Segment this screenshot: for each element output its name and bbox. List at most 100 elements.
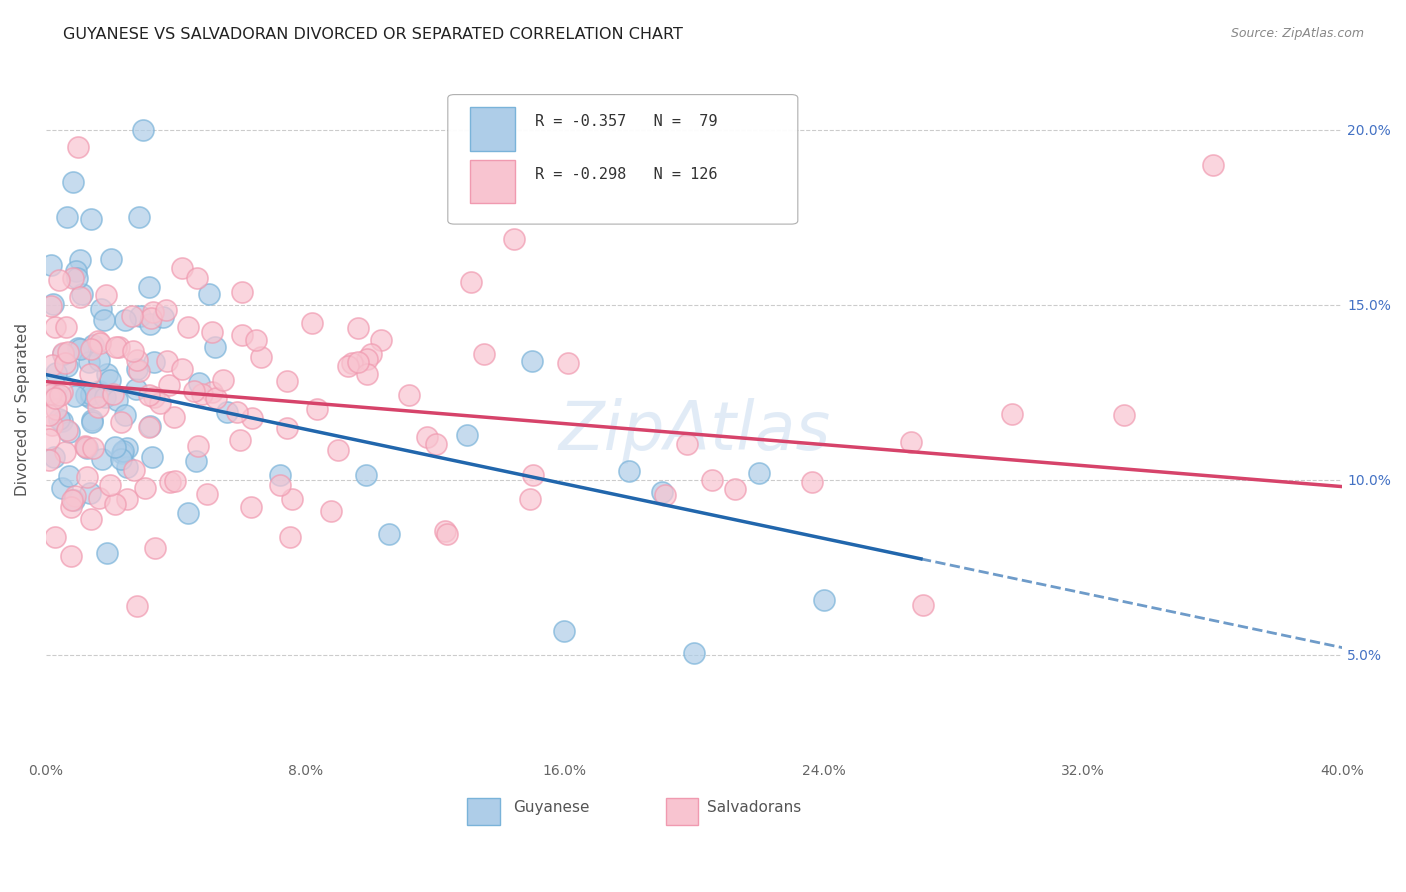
Point (138, 420, 160, 434)
Point (139, 310, 162, 325)
Point (79, 355, 101, 369)
Point (912, 598, 935, 612)
Point (45, 401, 67, 416)
Point (522, 468, 544, 483)
Point (201, 384, 224, 399)
Point (117, 441, 139, 455)
Point (69, 252, 91, 267)
Point (63, 489, 86, 503)
Text: Salvadorans: Salvadorans (707, 800, 801, 815)
Point (416, 430, 439, 444)
Point (87, 384, 110, 398)
Point (195, 487, 218, 501)
Point (111, 445, 134, 459)
Point (139, 419, 162, 434)
Point (104, 340, 127, 354)
Point (276, 374, 298, 388)
Point (86, 390, 108, 404)
Point (159, 475, 181, 489)
Point (226, 404, 249, 418)
Point (38, 453, 60, 467)
Point (103, 387, 125, 401)
Point (110, 451, 132, 466)
Point (139, 317, 162, 331)
Point (346, 321, 368, 335)
Point (63, 492, 86, 507)
Point (91, 451, 114, 466)
Point (336, 359, 359, 373)
Point (56, 210, 79, 224)
Point (281, 491, 304, 506)
Point (48, 387, 70, 401)
Point (80, 511, 103, 525)
Point (131, 122, 153, 136)
Point (702, 473, 724, 487)
Point (128, 211, 150, 225)
Point (354, 467, 377, 482)
Point (73, 439, 96, 453)
Point (240, 411, 263, 425)
Point (69, 290, 91, 304)
Point (360, 347, 382, 361)
Point (67, 140, 90, 154)
Point (60, 549, 83, 564)
Point (156, 353, 179, 368)
Point (472, 347, 495, 361)
Point (117, 491, 139, 506)
Point (94, 391, 117, 405)
Point (93, 313, 115, 327)
Point (80, 342, 103, 356)
Point (44, 530, 66, 544)
Point (108, 340, 131, 354)
Point (128, 310, 150, 324)
Point (163, 475, 186, 489)
Point (48, 412, 70, 426)
Point (45, 388, 67, 402)
Bar (470, 107, 515, 151)
Point (51, 481, 73, 495)
Point (98, 373, 121, 387)
Point (198, 286, 221, 301)
Point (212, 373, 235, 387)
Point (38, 388, 60, 402)
Point (152, 310, 174, 324)
Point (76, 441, 98, 455)
Point (186, 271, 208, 285)
Point (155, 303, 177, 318)
Point (553, 624, 575, 638)
Point (249, 350, 271, 364)
Point (104, 441, 127, 455)
Point (654, 487, 676, 501)
Point (62, 271, 84, 285)
Point (724, 483, 747, 497)
Point (75, 388, 97, 402)
Text: GUYANESE VS SALVADORAN DIVORCED OR SEPARATED CORRELATION CHART: GUYANESE VS SALVADORAN DIVORCED OR SEPAR… (63, 27, 683, 42)
Point (114, 312, 136, 326)
Point (177, 320, 200, 334)
Point (301, 316, 323, 330)
Point (651, 485, 673, 500)
Point (557, 356, 579, 370)
Point (55, 356, 77, 370)
Point (42, 450, 65, 464)
Point (269, 478, 291, 492)
Bar (665, 798, 697, 825)
Point (89, 353, 111, 368)
Point (72, 287, 94, 301)
Point (79, 391, 101, 405)
Point (96, 287, 118, 301)
Point (100, 252, 122, 266)
Point (239, 500, 262, 514)
Point (89, 336, 111, 351)
Point (201, 325, 224, 339)
Point (111, 444, 134, 458)
Point (204, 391, 226, 405)
Point (177, 506, 200, 520)
Point (52, 346, 75, 360)
FancyBboxPatch shape (449, 95, 797, 224)
Point (436, 527, 458, 541)
Point (305, 402, 328, 417)
Point (204, 340, 226, 354)
Point (82, 441, 104, 455)
Point (41, 359, 63, 373)
